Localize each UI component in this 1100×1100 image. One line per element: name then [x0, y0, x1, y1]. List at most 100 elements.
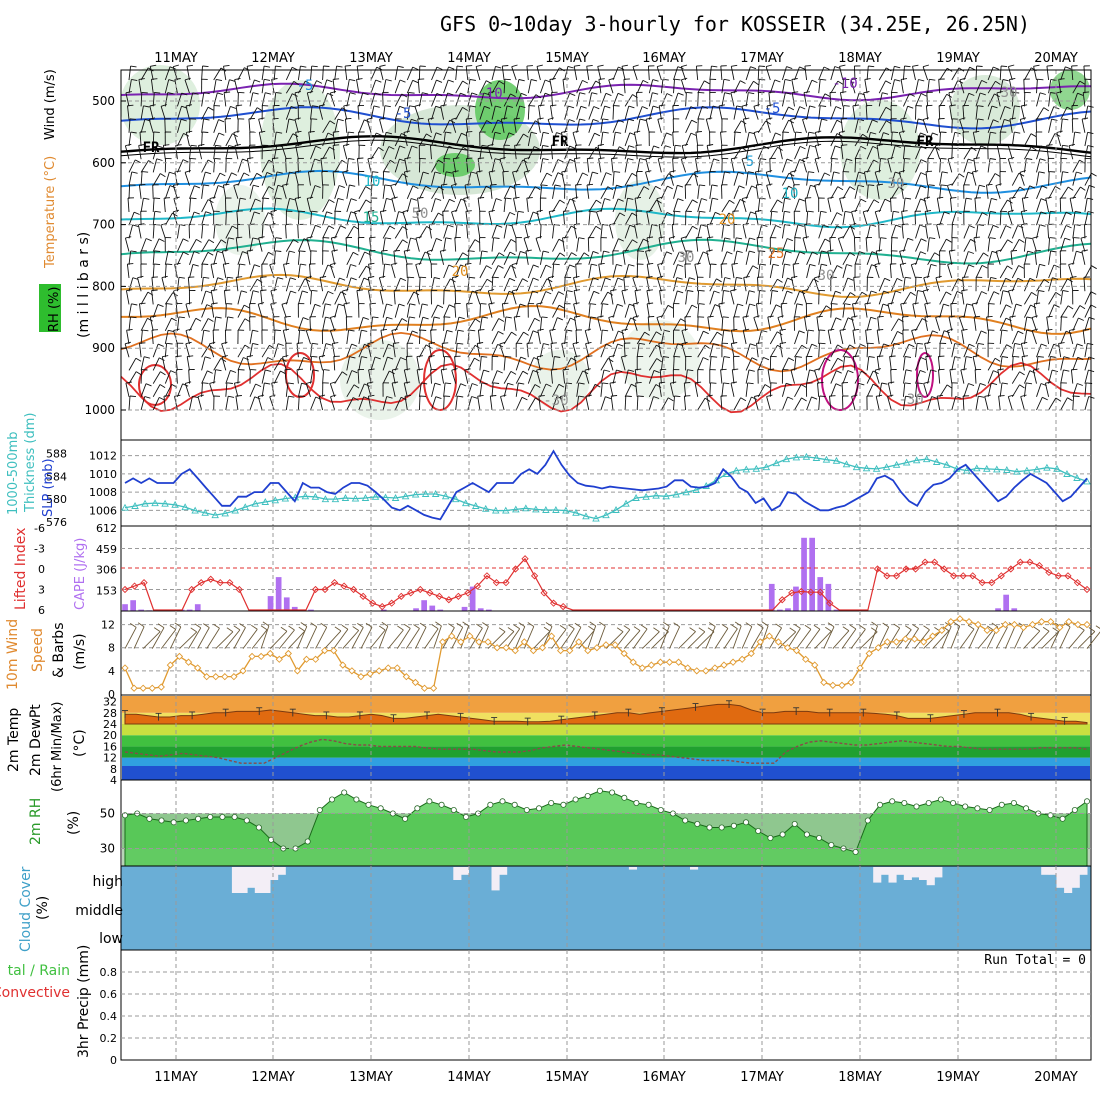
- wind-barb: [902, 329, 904, 345]
- wind-barb: [176, 369, 178, 384]
- wind-barb-flag: [495, 105, 502, 109]
- wind-barb-flag: [967, 158, 974, 162]
- wind-barb-flag: [276, 131, 283, 134]
- wind-barb: [972, 132, 977, 147]
- wind-barb: [874, 211, 880, 226]
- contour-label: -10: [477, 86, 502, 102]
- wind-barb: [443, 264, 450, 279]
- wind-barb: [346, 132, 349, 147]
- wind-barb-flag: [147, 317, 153, 322]
- lifted-index-marker: [140, 579, 148, 587]
- wind-barb: [454, 290, 457, 305]
- surface-wind-barb: [551, 629, 567, 649]
- wind-barb-flag: [736, 250, 743, 253]
- wind-barb: [334, 119, 339, 133]
- cape-bar: [130, 600, 136, 611]
- wind-barb: [477, 396, 481, 411]
- wind-barb-flag: [192, 263, 199, 267]
- wind-barb: [697, 224, 702, 239]
- wind-barb-flag: [667, 304, 674, 309]
- wind-barb: [403, 171, 408, 186]
- wind-barb: [818, 79, 821, 94]
- wind-barb-flag: [870, 316, 877, 320]
- wind-barb-flag: [724, 92, 731, 95]
- wind-barb-flag: [497, 265, 504, 269]
- wind-barb: [781, 131, 784, 147]
- wind-barb: [912, 303, 916, 318]
- wind-barb: [635, 211, 638, 226]
- surface-wind-barb-flag: [157, 623, 165, 629]
- wind-barb: [794, 356, 797, 371]
- wind-barb: [685, 225, 693, 239]
- wind-barb: [346, 397, 354, 411]
- wind-barb-flag: [973, 130, 980, 133]
- wind-barb: [406, 316, 410, 331]
- wind-barb-flag: [723, 356, 730, 359]
- wind-barb: [818, 93, 826, 107]
- wind-barb-flag: [1040, 145, 1047, 149]
- wind-barb: [319, 277, 324, 292]
- wind-barb: [951, 356, 956, 371]
- wind-barb: [839, 66, 844, 81]
- wind-barb-flag: [618, 238, 624, 242]
- wind-barb-flag: [919, 224, 926, 228]
- thickness-marker: [1003, 466, 1011, 473]
- wind-barb-flag: [157, 343, 164, 347]
- wind-barb: [539, 79, 546, 94]
- wind-barb: [536, 66, 541, 81]
- wind-barb: [128, 303, 132, 318]
- wind-barb-flag: [877, 355, 884, 357]
- wind-barb: [1084, 185, 1090, 199]
- wind-barb-flag: [772, 263, 779, 267]
- wind-speed-marker: [139, 684, 147, 692]
- wind-barb: [632, 66, 638, 81]
- wind-barb-flag: [151, 78, 158, 80]
- wind-barb-flag: [723, 78, 730, 81]
- wind-barb: [1036, 211, 1042, 226]
- wind-barb: [1084, 369, 1089, 384]
- wind-barb: [697, 331, 704, 345]
- surface-wind-barb-flag: [435, 621, 442, 627]
- wind-barb: [709, 184, 713, 199]
- wind-barb-flag: [453, 157, 460, 160]
- wind-barb: [584, 370, 590, 384]
- wind-barb: [999, 119, 1005, 133]
- wind-barb-flag: [231, 172, 238, 176]
- surface-wind-barb: [478, 626, 489, 649]
- wind-barb: [260, 277, 263, 292]
- wind-barb-flag: [758, 65, 765, 67]
- wind-barb-flag: [608, 77, 615, 81]
- wind-barb: [511, 224, 517, 239]
- wind-barb-flag: [1088, 396, 1095, 399]
- wind-barb: [874, 264, 880, 279]
- wind-barb: [391, 369, 396, 384]
- wind-barb: [550, 343, 553, 358]
- wind-barb: [201, 92, 205, 107]
- wind-barb: [1082, 92, 1086, 107]
- wind-barb-flag: [384, 263, 391, 266]
- wind-barb: [624, 384, 632, 397]
- wind-barb: [1082, 330, 1086, 345]
- wind-barb: [1072, 80, 1081, 94]
- wind-barb: [370, 316, 373, 331]
- wind-barb: [709, 382, 711, 397]
- wind-barb: [840, 118, 844, 133]
- rh-blob: [340, 340, 420, 420]
- wind-barb-flag: [247, 249, 254, 252]
- wind-barb-flag: [642, 106, 648, 110]
- wind-barb: [697, 345, 706, 358]
- wind-barb-flag: [726, 251, 733, 255]
- wind-barb: [285, 277, 291, 292]
- wind-barb-flag: [925, 210, 932, 212]
- wind-barb-flag: [876, 249, 883, 252]
- wind-barb-flag: [767, 315, 774, 318]
- wind-barb-flag: [992, 224, 999, 229]
- wind-barb-flag: [546, 278, 553, 283]
- wind-barb-flag: [642, 79, 649, 84]
- wind-barb: [974, 369, 977, 384]
- cape-bar: [785, 608, 791, 611]
- wind-barb: [1072, 132, 1076, 147]
- wind-barb: [309, 316, 311, 331]
- wind-barb: [718, 303, 723, 318]
- wind-barb-flag: [731, 262, 738, 265]
